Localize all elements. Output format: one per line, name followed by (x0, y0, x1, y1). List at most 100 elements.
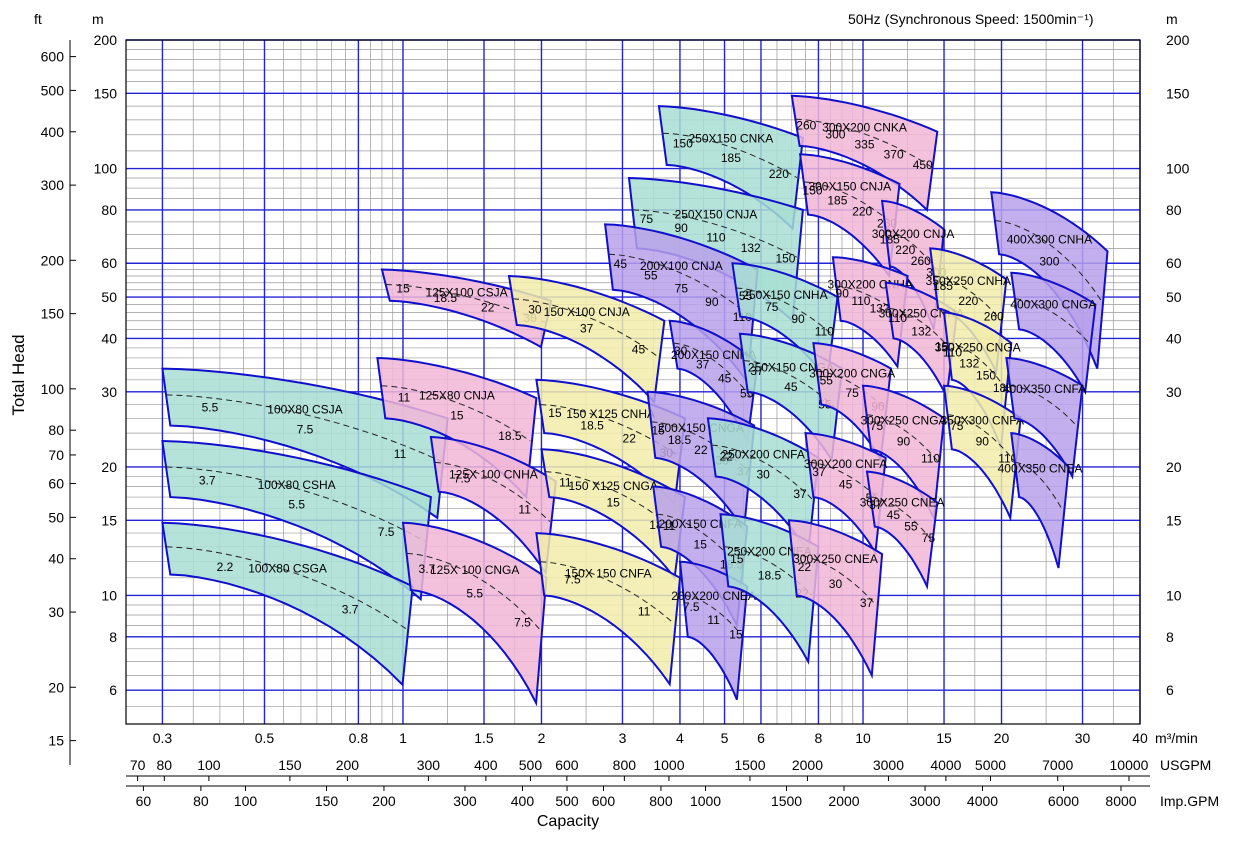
y-tick-label-right-m: 150 (1166, 85, 1190, 101)
motor-kw-label: 3.7 (419, 562, 436, 576)
motor-kw-label: 55 (820, 374, 834, 388)
motor-kw-label: 110 (888, 311, 907, 325)
motor-kw-label: 110 (921, 451, 940, 465)
x-tick-label-impgpm: 150 (315, 793, 339, 809)
x-tick-label-m3min: 5 (721, 730, 729, 746)
motor-kw-label: 5.5 (466, 587, 483, 601)
pump-model-label: 200X100 CNJA (640, 259, 723, 273)
x-axis-label: Capacity (537, 813, 599, 830)
y-tick-label-left-m: 20 (101, 459, 117, 475)
motor-kw-label: 110 (998, 451, 1017, 465)
y-tick-label-left-m: 10 (101, 587, 117, 603)
x-tick-label-usgpm: 80 (157, 757, 173, 773)
motor-kw-label: 260 (984, 310, 1004, 324)
motor-kw-label: 150 (803, 183, 823, 197)
x-tick-label-impgpm: 3000 (909, 793, 940, 809)
motor-kw-label: 3.7 (342, 603, 359, 617)
x-tick-label-m3min: 0.8 (349, 730, 369, 746)
x-tick-label-m3min: 20 (994, 730, 1010, 746)
y-tick-label-left-m: 50 (101, 289, 117, 305)
y-tick-label-ft: 20 (48, 679, 64, 695)
x-tick-label-usgpm: 300 (417, 757, 441, 773)
power-curve-17 (683, 595, 742, 635)
motor-kw-label: 150 (775, 252, 795, 266)
y-tick-label-left-m: 40 (101, 330, 117, 346)
motor-kw-label: 11 (394, 447, 407, 461)
power-curve-24 (885, 230, 939, 274)
pump-model-label: 300X200 CNFA (804, 457, 887, 471)
x-tick-label-impgpm: 60 (136, 793, 152, 809)
motor-kw-label: 260 (796, 119, 816, 133)
pump-model-label: 150 X125 CNGA (568, 479, 657, 493)
motor-kw-label: 132 (959, 357, 979, 371)
x-tick-label-m3min: 40 (1132, 730, 1148, 746)
x-tick-label-usgpm: 7000 (1042, 757, 1073, 773)
x-tick-label-usgpm: 400 (474, 757, 498, 773)
motor-kw-label: 5.5 (202, 401, 219, 415)
motor-kw-label: 37 (750, 364, 764, 378)
motor-kw-label: 55 (644, 269, 658, 283)
x-tick-label-impgpm: 2000 (828, 793, 859, 809)
motor-kw-label: 30 (756, 467, 770, 481)
y-tick-label-ft: 100 (41, 381, 65, 397)
motor-kw-label: 7.5 (514, 615, 531, 629)
motor-kw-label: 450 (913, 158, 933, 172)
pump-region-22 (790, 94, 939, 212)
motor-kw-label: 75 (765, 300, 779, 314)
pump-model-label: 100X80 CSGA (248, 562, 327, 576)
motor-kw-label: 90 (836, 287, 850, 301)
power-curve-0 (166, 394, 442, 462)
y-tick-label-right-m: 80 (1166, 202, 1182, 218)
power-curve-23 (804, 181, 894, 225)
pump-model-label: 200X150 CNHA (671, 348, 756, 362)
pump-model-label: 100X80 CSJA (267, 403, 342, 417)
y-tick-label-ft: 80 (48, 422, 64, 438)
pump-model-label: 150 X125 CNHA (566, 407, 655, 421)
x-unit-usgpm: USGPM (1160, 757, 1211, 773)
pump-model-label: 250X150 CNHA (742, 288, 827, 302)
motor-kw-label: 45 (632, 343, 646, 357)
motor-kw-label: 300 (825, 128, 845, 142)
pump-model-label: 150X 150 CNFA (565, 566, 652, 580)
motor-kw-label: 75 (640, 212, 654, 226)
motor-kw-label: 75 (922, 531, 936, 545)
pump-model-label: 300X150 CNJA (808, 179, 891, 193)
y-tick-label-ft: 500 (41, 82, 65, 98)
motor-kw-label: 220 (958, 294, 978, 308)
motor-kw-label: 11 (559, 476, 572, 490)
pump-region-1 (161, 439, 432, 602)
y-tick-label-left-m: 8 (109, 629, 117, 645)
motor-kw-label: 110 (706, 231, 725, 245)
x-tick-label-impgpm: 6000 (1048, 793, 1079, 809)
y-tick-label-left-m: 100 (94, 161, 118, 177)
pump-model-label: 300X200 CNKA (822, 121, 907, 135)
pump-region-2 (161, 521, 414, 687)
motor-kw-label: 132 (741, 241, 761, 255)
x-tick-label-usgpm: 800 (613, 757, 637, 773)
power-curve-10 (540, 561, 675, 624)
pump-model-label: 250X150 CNJA (675, 207, 758, 221)
y-tick-label-right-m: 200 (1166, 32, 1190, 48)
y-tick-label-ft: 400 (41, 124, 65, 140)
pump-region-37 (1005, 356, 1084, 480)
y-tick-label-ft: 15 (48, 733, 64, 749)
y-tick-label-ft: 60 (48, 476, 64, 492)
power-curve-28 (866, 414, 939, 462)
pump-model-label: 300X250 CNGA (860, 413, 946, 427)
x-tick-label-impgpm: 1500 (771, 793, 802, 809)
motor-kw-label: 15 (450, 409, 464, 423)
x-tick-label-usgpm: 5000 (975, 757, 1006, 773)
motor-kw-label: 370 (884, 147, 904, 161)
motor-kw-label: 37 (860, 596, 874, 610)
power-curve-14 (673, 342, 752, 399)
y-tick-label-left-m: 6 (109, 682, 117, 698)
pump-model-label: 125X 100 CNHA (449, 468, 538, 482)
motor-kw-label: 185 (993, 381, 1013, 395)
y-tick-label-left-m: 15 (101, 512, 117, 528)
power-curve-1 (166, 466, 426, 542)
x-tick-label-m3min: 15 (936, 730, 952, 746)
power-curve-36 (1015, 298, 1090, 344)
motor-kw-label: 220 (852, 205, 872, 219)
